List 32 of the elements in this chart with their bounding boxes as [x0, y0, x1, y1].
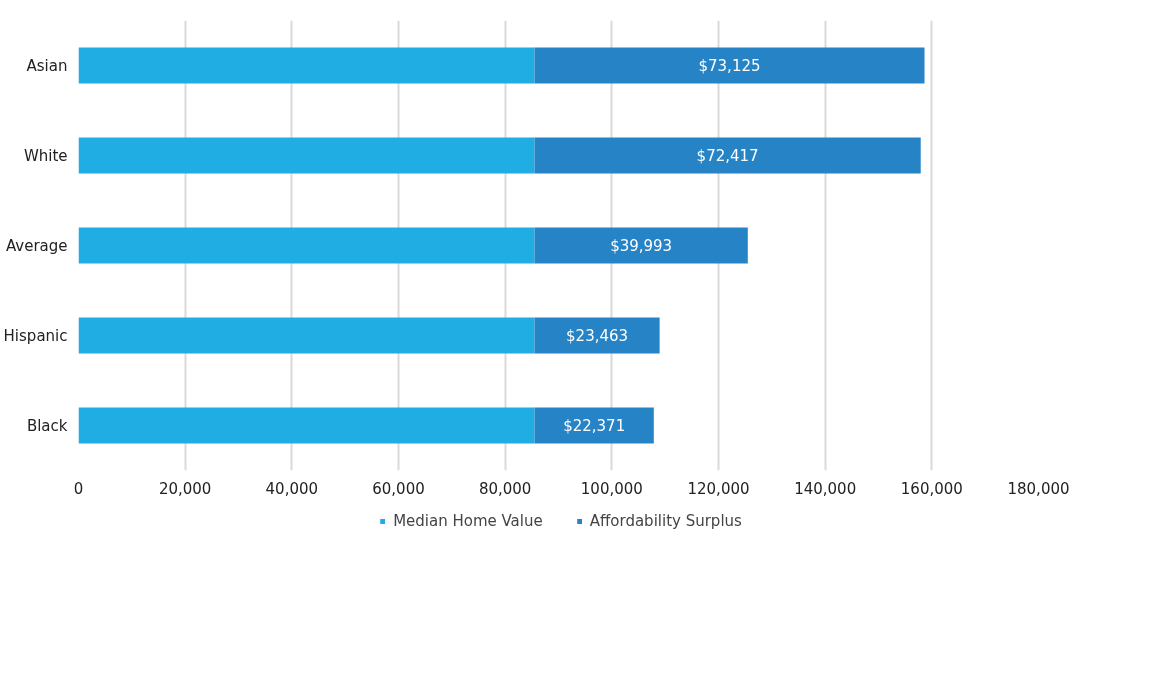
bar	[78, 407, 535, 444]
bar	[534, 227, 748, 264]
x-tick-label: 120,000	[687, 479, 750, 498]
bar	[78, 227, 535, 264]
data-label: $72,417	[696, 146, 759, 165]
bar	[78, 317, 535, 354]
bar	[78, 47, 535, 84]
data-label: $73,125	[698, 56, 761, 75]
bar	[534, 137, 921, 174]
x-tick-label: 140,000	[794, 479, 857, 498]
x-tick-label: 80,000	[478, 479, 532, 498]
bar	[534, 407, 654, 444]
y-tick-label: Black	[26, 416, 68, 435]
legend-label: Affordability Surplus	[589, 512, 742, 530]
data-label: $39,993	[610, 236, 673, 255]
x-tick-label: 0	[73, 479, 84, 498]
y-tick-label: Hispanic	[3, 326, 68, 345]
x-tick-label: 60,000	[372, 479, 425, 498]
bar	[78, 137, 535, 174]
bar	[534, 317, 660, 354]
x-tick-label: 20,000	[158, 479, 212, 498]
x-tick-label: 160,000	[900, 479, 963, 498]
x-tick-label: 180,000	[1007, 479, 1070, 498]
x-tick-label: 40,000	[265, 479, 319, 498]
x-tick-label: 100,000	[580, 479, 643, 498]
y-tick-label: White	[23, 146, 68, 165]
legend-label: Median Home Value	[393, 512, 543, 530]
y-tick-label: Asian	[26, 56, 68, 75]
data-label: $23,463	[566, 326, 629, 345]
data-label: $22,371	[563, 416, 626, 435]
y-tick-label: Average	[5, 236, 68, 255]
bar	[534, 47, 925, 84]
